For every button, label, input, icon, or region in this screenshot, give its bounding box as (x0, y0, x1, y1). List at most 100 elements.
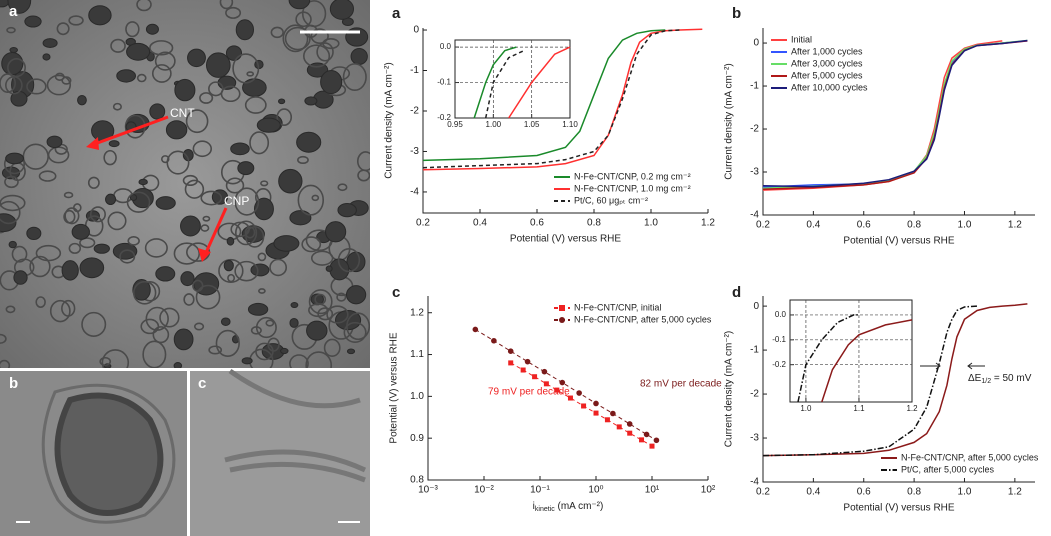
y-tick-label: 0.9 (410, 433, 424, 444)
x-tick-label: 1.0 (958, 487, 972, 498)
annotation-arrow (920, 362, 985, 370)
marker (567, 395, 573, 401)
micrograph-b: b (0, 371, 187, 536)
y-tick-label: 1.1 (410, 349, 424, 360)
x-tick-label: 0.6 (857, 220, 871, 231)
marker (604, 417, 610, 423)
inset-frame (454, 39, 571, 119)
y-tick-label: -2 (750, 124, 759, 135)
panel-label: b (732, 5, 741, 22)
series-line (422, 29, 666, 162)
x-tick-label: 1.2 (1008, 487, 1022, 498)
y-tick-label: 0 (753, 38, 759, 49)
x-axis-label: Potential (V) versus RHE (510, 234, 621, 245)
legend-label: Pt/C, 60 μgₚₜ cm⁻² (574, 195, 648, 205)
legend-swatch (559, 317, 565, 323)
marker (576, 390, 582, 396)
series-line (475, 329, 657, 441)
x-tick-label: 10⁰ (588, 485, 603, 496)
panel-label: a (392, 5, 401, 22)
panel-label: a (9, 3, 18, 20)
x-tick-label: 1.2 (701, 218, 715, 229)
y-tick-label: 1.2 (410, 307, 424, 318)
marker (643, 431, 650, 438)
arrow (203, 207, 228, 256)
x-tick-label: 0.6 (530, 218, 544, 229)
y-tick-label: 0 (413, 25, 419, 36)
marker (610, 410, 616, 417)
x-tick-label: 1.10 (562, 120, 578, 129)
x-tick-label: 1.0 (800, 404, 812, 413)
y-tick-label: 0.0 (440, 42, 452, 51)
marker (507, 348, 514, 355)
series-line (422, 29, 680, 169)
x-tick-label: 10⁻² (474, 485, 494, 496)
y-tick-label: -4 (410, 187, 419, 198)
y-tick-label: -3 (750, 167, 759, 178)
series-line (484, 49, 525, 119)
x-tick-label: 1.0 (644, 218, 658, 229)
y-tick-label: -0.2 (772, 360, 786, 369)
panel-label: b (9, 375, 18, 392)
annotation: ΔE1/2 = 50 mV (968, 373, 1032, 386)
x-axis-label: Potential (V) versus RHE (843, 503, 954, 514)
legend-label: After 5,000 cycles (791, 70, 863, 80)
legend-label: After 1,000 cycles (791, 46, 863, 56)
legend-swatch (559, 305, 565, 311)
series-line (762, 303, 1028, 457)
marker (524, 358, 531, 365)
marker (581, 403, 587, 409)
x-tick-label: 1.00 (486, 120, 502, 129)
marker (653, 437, 660, 444)
y-tick-label: -2 (410, 106, 419, 117)
legend-label: N-Fe-CNT/CNP, 0.2 mg cm⁻² (574, 171, 691, 181)
series-line (508, 46, 571, 119)
x-tick-label: 1.1 (853, 404, 865, 413)
marker (491, 337, 497, 344)
y-tick-label: -1 (410, 65, 419, 76)
y-tick-label: -3 (750, 433, 759, 444)
y-tick-label: -0.1 (772, 335, 786, 344)
y-tick-label: -0.2 (437, 113, 451, 122)
marker (649, 443, 655, 449)
x-axis-label: ikinetic (mA cm⁻²) (533, 501, 604, 514)
annotation: 79 mV per decade (488, 387, 570, 398)
x-tick-label: 10⁻¹ (530, 485, 550, 496)
x-tick-label: 1.05 (524, 120, 540, 129)
micrograph-a: a CNT CNP (0, 0, 370, 368)
series-line (797, 314, 859, 403)
micrograph-c: c (190, 368, 370, 536)
y-tick-label: -2 (750, 389, 759, 400)
y-tick-label: 0.8 (410, 475, 424, 486)
x-tick-label: 0.2 (756, 220, 770, 231)
x-tick-label: 0.95 (447, 120, 463, 129)
panel-label: c (198, 375, 206, 392)
marker (520, 367, 526, 373)
marker (593, 410, 599, 416)
y-tick-label: -3 (410, 146, 419, 157)
arrow (91, 115, 169, 147)
series-line (762, 305, 978, 457)
x-tick-label: 10² (701, 485, 716, 496)
panel-label: c (392, 284, 400, 301)
y-axis-label: Current density (mA cm⁻²) (384, 62, 395, 178)
x-tick-label: 0.8 (907, 220, 921, 231)
legend-label: Pt/C, after 5,000 cycles (901, 464, 995, 474)
y-tick-label: -4 (750, 477, 759, 488)
marker (616, 424, 622, 430)
x-tick-label: 10⁻³ (418, 485, 438, 496)
x-tick-label: 0.8 (587, 218, 601, 229)
x-tick-label: 0.4 (806, 220, 820, 231)
marker (541, 368, 548, 375)
legend-label: N-Fe-CNT/CNP, after 5,000 cycles (901, 452, 1039, 462)
x-tick-label: 0.4 (806, 487, 820, 498)
marker (593, 400, 599, 407)
marker (639, 437, 645, 443)
marker (543, 381, 549, 387)
series-line (473, 46, 517, 119)
annotation: CNT (170, 106, 195, 120)
y-tick-label: 0.0 (775, 310, 787, 319)
x-tick-label: 1.0 (958, 220, 972, 231)
marker (532, 374, 538, 380)
